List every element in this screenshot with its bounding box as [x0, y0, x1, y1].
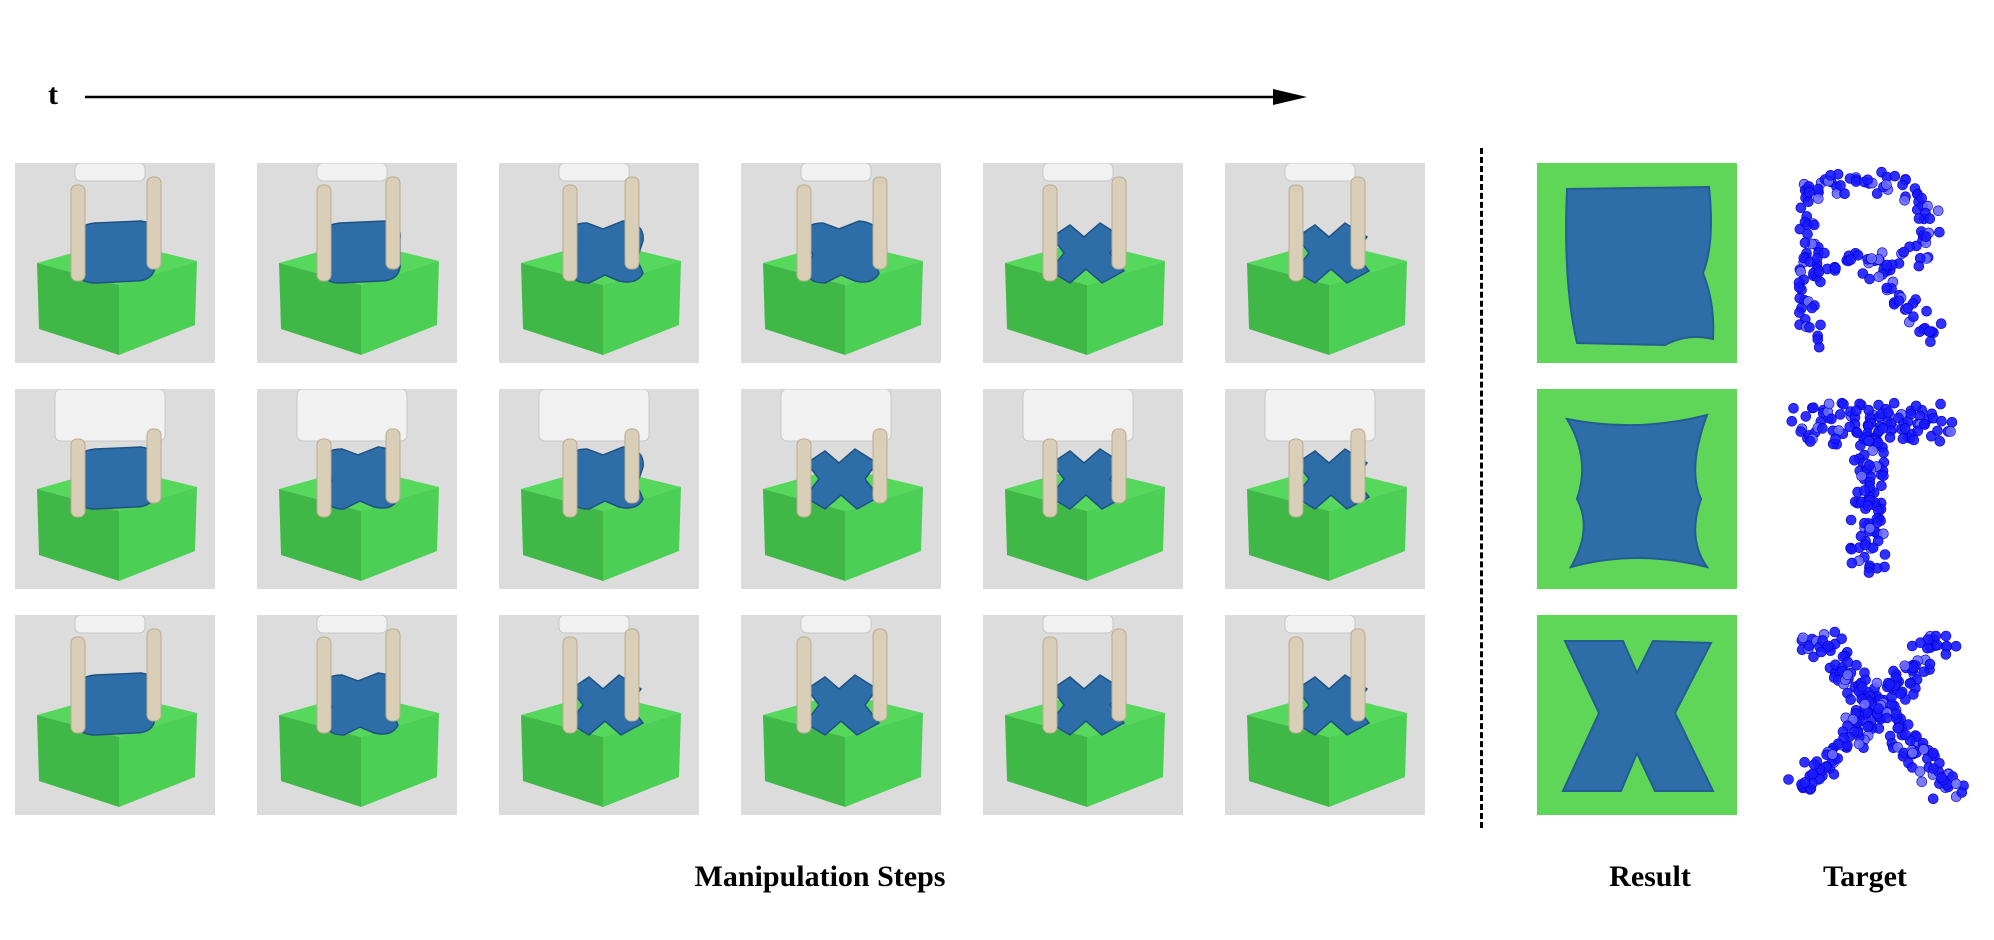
step-frame-r2-c3 — [499, 389, 699, 589]
step-frame-r3-c2 — [257, 615, 457, 815]
step-frame-r3-c1 — [15, 615, 215, 815]
step-frame-r2-c5 — [983, 389, 1183, 589]
result-image-R — [1537, 163, 1737, 363]
step-frame-r1-c4 — [741, 163, 941, 363]
step-frame-r1-c5 — [983, 163, 1183, 363]
step-frame-r3-c3 — [499, 615, 699, 815]
result-image-X — [1537, 615, 1737, 815]
time-label: t — [48, 78, 58, 111]
step-frame-r3-c4 — [741, 615, 941, 815]
target-pointcloud-R — [1780, 163, 1980, 363]
result-image-T — [1537, 389, 1737, 589]
time-arrow — [85, 89, 1307, 105]
step-frame-r2-c6 — [1225, 389, 1425, 589]
target-pointcloud-X — [1780, 615, 1980, 815]
result-caption: Result — [1609, 860, 1691, 893]
step-frame-r1-c6 — [1225, 163, 1425, 363]
step-frame-r3-c6 — [1225, 615, 1425, 815]
step-frame-r1-c1 — [15, 163, 215, 363]
step-frame-r3-c5 — [983, 615, 1183, 815]
target-pointcloud-T — [1780, 389, 1980, 589]
manipulation-steps-caption: Manipulation Steps — [694, 860, 946, 893]
step-frame-r2-c2 — [257, 389, 457, 589]
dashed-divider — [1480, 148, 1483, 828]
step-frame-r1-c2 — [257, 163, 457, 363]
step-frame-r2-c1 — [15, 389, 215, 589]
target-caption: Target — [1823, 860, 1907, 893]
step-frame-r2-c4 — [741, 389, 941, 589]
step-frame-r1-c3 — [499, 163, 699, 363]
